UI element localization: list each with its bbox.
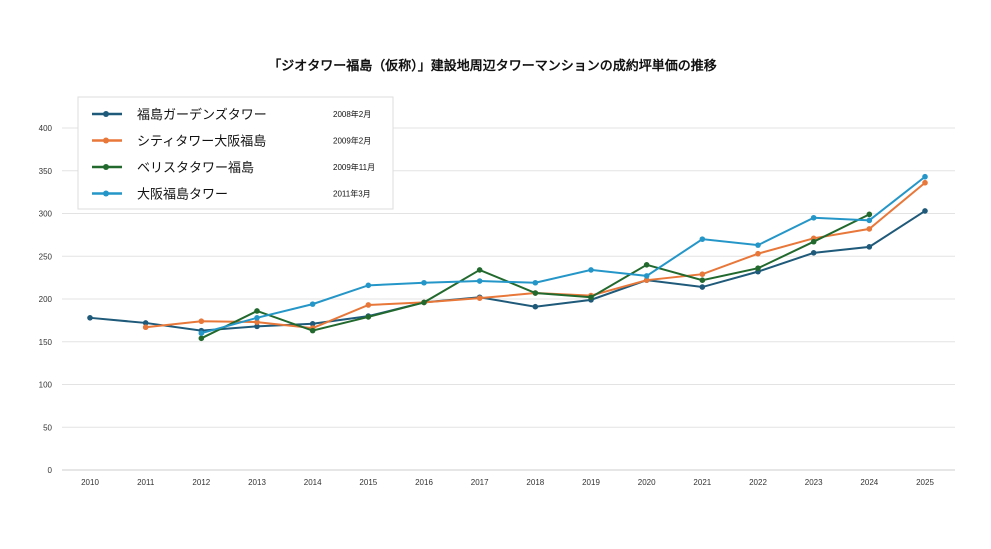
data-point bbox=[810, 214, 817, 221]
data-point bbox=[810, 238, 817, 245]
data-point bbox=[643, 273, 650, 279]
data-point bbox=[254, 315, 260, 321]
series-line-0 bbox=[89, 210, 926, 332]
data-point bbox=[309, 320, 316, 327]
x-tick-label: 2019 bbox=[582, 478, 600, 487]
x-tick-label: 2013 bbox=[248, 478, 266, 487]
data-point bbox=[866, 217, 873, 224]
data-point bbox=[309, 327, 316, 334]
legend-date: 2008年2月 bbox=[333, 109, 371, 119]
data-point bbox=[476, 295, 483, 301]
data-point bbox=[866, 244, 873, 250]
data-point bbox=[699, 236, 706, 242]
y-tick-label: 0 bbox=[48, 466, 53, 475]
legend-label: 大阪福島タワー bbox=[137, 187, 228, 202]
x-tick-label: 2025 bbox=[916, 478, 934, 487]
data-point bbox=[254, 308, 260, 314]
x-tick-label: 2024 bbox=[860, 478, 878, 487]
y-tick-label: 150 bbox=[39, 338, 53, 347]
data-point bbox=[922, 179, 928, 186]
x-tick-label: 2022 bbox=[749, 478, 767, 487]
data-point bbox=[365, 302, 372, 308]
data-point bbox=[198, 318, 205, 325]
data-point bbox=[755, 250, 761, 257]
data-point bbox=[810, 250, 817, 256]
data-point bbox=[922, 173, 928, 180]
legend-marker bbox=[103, 190, 109, 197]
data-point bbox=[421, 299, 427, 306]
y-tick-label: 350 bbox=[39, 167, 53, 176]
legend-marker bbox=[103, 111, 109, 117]
data-point bbox=[922, 208, 928, 214]
x-tick-label: 2017 bbox=[471, 478, 489, 487]
chart-title-text: 「ジオタワー福島（仮称）」建設地周辺タワーマンションの成約坪単価の推移 bbox=[268, 59, 717, 74]
x-tick-label: 2020 bbox=[638, 478, 656, 487]
y-tick-label: 50 bbox=[43, 423, 52, 432]
data-point bbox=[142, 324, 149, 331]
data-point bbox=[643, 277, 650, 283]
data-point bbox=[532, 303, 539, 310]
data-point bbox=[476, 278, 483, 284]
legend-label: ベリスタタワー福島 bbox=[137, 160, 254, 175]
data-point bbox=[421, 279, 427, 286]
data-point bbox=[254, 319, 260, 325]
series-line-2 bbox=[200, 213, 870, 340]
series-line-3 bbox=[201, 175, 926, 335]
legend-date: 2009年2月 bbox=[333, 136, 371, 146]
data-point bbox=[365, 314, 372, 320]
y-tick-label: 250 bbox=[39, 252, 53, 261]
data-point bbox=[866, 211, 873, 218]
data-point bbox=[755, 242, 761, 248]
data-point bbox=[142, 320, 149, 326]
x-tick-label: 2014 bbox=[304, 478, 322, 487]
legend-box bbox=[77, 96, 394, 210]
data-point bbox=[254, 323, 260, 330]
x-tick-label: 2011 bbox=[137, 478, 155, 487]
chart-title: 「ジオタワー福島（仮称）」建設地周辺タワーマンションの成約坪単価の推移 bbox=[0, 55, 991, 74]
legend-date: 2009年11月 bbox=[333, 162, 375, 172]
x-tick-label: 2021 bbox=[693, 478, 711, 487]
x-tick-label: 2023 bbox=[805, 478, 823, 487]
data-point bbox=[532, 290, 539, 296]
y-tick-label: 300 bbox=[39, 210, 53, 219]
x-tick-label: 2016 bbox=[415, 478, 433, 487]
data-point bbox=[532, 279, 539, 286]
x-tick-label: 2012 bbox=[192, 478, 210, 487]
data-point bbox=[365, 282, 372, 289]
data-point bbox=[699, 271, 706, 278]
data-point bbox=[699, 284, 706, 290]
x-tick-label: 2018 bbox=[526, 478, 544, 487]
x-tick-label: 2010 bbox=[81, 478, 99, 487]
data-point bbox=[198, 335, 205, 342]
legend-marker bbox=[103, 164, 109, 170]
data-point bbox=[699, 277, 706, 283]
data-point bbox=[588, 294, 594, 301]
data-point bbox=[198, 330, 205, 337]
legend-label: 福島ガーデンズタワー bbox=[137, 107, 267, 122]
data-point bbox=[643, 262, 650, 268]
legend-date: 2011年3月 bbox=[333, 189, 371, 199]
legend-label: シティタワー大阪福島 bbox=[137, 134, 266, 149]
y-tick-label: 100 bbox=[39, 381, 53, 390]
data-point bbox=[755, 265, 761, 272]
data-point bbox=[588, 267, 594, 273]
data-point bbox=[309, 301, 316, 307]
data-point bbox=[87, 315, 93, 321]
legend-marker bbox=[103, 137, 109, 144]
x-tick-label: 2015 bbox=[359, 478, 377, 487]
y-tick-label: 200 bbox=[39, 295, 53, 304]
data-point bbox=[476, 267, 483, 273]
y-tick-label: 400 bbox=[39, 124, 53, 133]
data-point bbox=[866, 226, 873, 232]
